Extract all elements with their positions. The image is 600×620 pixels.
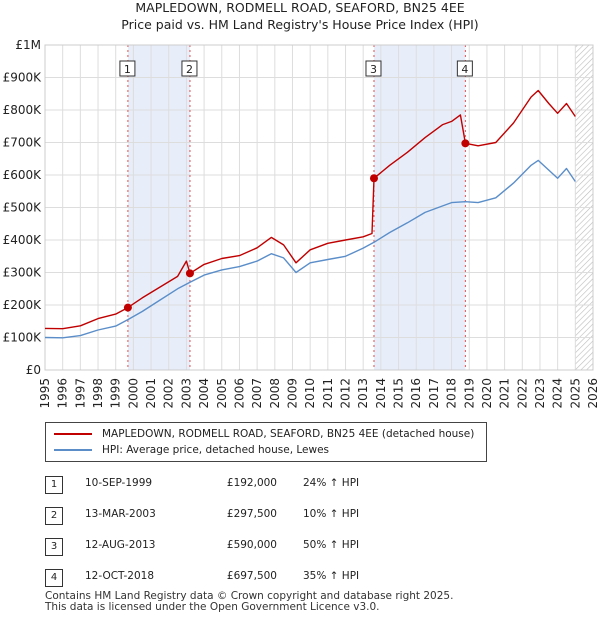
sale-price: £192,000 [226, 477, 277, 489]
x-tick-label-1999: 1999 [109, 378, 123, 409]
sale-number: 1 [45, 476, 63, 494]
legend-item-property: MAPLEDOWN, RODMELL ROAD, SEAFORD, BN25 4… [54, 426, 474, 442]
x-tick-label-2016: 2016 [409, 378, 423, 409]
x-tick-label-2011: 2011 [321, 378, 335, 409]
x-tick-label-2020: 2020 [480, 378, 494, 409]
x-tick-label-2004: 2004 [197, 378, 211, 409]
sale-label-box-4 [456, 60, 473, 77]
sale-number: 2 [45, 507, 63, 525]
legend-item-hpi: HPI: Average price, detached house, Lewe… [54, 442, 329, 458]
x-tick-label-1996: 1996 [56, 378, 70, 409]
x-tick-label-1997: 1997 [73, 378, 87, 409]
sale-price: £697,500 [226, 570, 277, 582]
legend-swatch-property [54, 433, 92, 435]
x-tick-label-2017: 2017 [427, 378, 441, 409]
x-tick-label-1998: 1998 [91, 378, 105, 409]
sale-label-box-2 [181, 60, 198, 77]
series-line-hpi [44, 159, 576, 339]
sale-price: £297,500 [226, 508, 277, 520]
y-tick-label-2: £200K [3, 298, 43, 312]
sale-date: 12-AUG-2013 [85, 539, 156, 551]
x-tick-label-2010: 2010 [303, 378, 317, 409]
sale-point-1 [123, 303, 132, 312]
y-tick-label-3: £300K [3, 266, 43, 280]
sale-label-2: 2 [186, 63, 193, 76]
x-tick-label-2008: 2008 [268, 378, 282, 409]
x-tick-label-2009: 2009 [285, 378, 299, 409]
x-tick-label-2019: 2019 [462, 378, 476, 409]
plot-frame [44, 44, 594, 371]
x-tick-label-2023: 2023 [533, 378, 547, 409]
y-tick-label-4: £400K [3, 233, 43, 247]
y-tick-label-7: £700K [3, 136, 43, 150]
x-tick-label-2021: 2021 [498, 378, 512, 409]
legend: MAPLEDOWN, RODMELL ROAD, SEAFORD, BN25 4… [45, 422, 487, 462]
x-tick-label-2012: 2012 [339, 378, 353, 409]
y-tick-label-5: £500K [3, 201, 43, 215]
sale-price: £590,000 [226, 539, 277, 551]
sale-hpi-change: 50% ↑ HPI [303, 539, 360, 551]
price-chart: £0 £100K £200K £300K £400K £500K £600K £700K £80… [3, 38, 600, 409]
x-tick-label-2025: 2025 [568, 378, 582, 409]
sale-label-3: 3 [370, 63, 377, 76]
footer: Contains HM Land Registry data © Crown c… [45, 591, 453, 613]
legend-label-property: MAPLEDOWN, RODMELL ROAD, SEAFORD, BN25 4… [102, 428, 475, 440]
sale-date: 13-MAR-2003 [85, 508, 156, 520]
x-tick-label-2003: 2003 [179, 378, 193, 409]
x-tick-label-2007: 2007 [250, 378, 264, 409]
sale-number: 3 [45, 538, 63, 556]
chart-title: MAPLEDOWN, RODMELL ROAD, SEAFORD, BN25 4… [135, 0, 465, 15]
x-tick-label-2024: 2024 [551, 378, 565, 409]
sale-point-4 [461, 139, 470, 148]
x-tick-label-2002: 2002 [162, 378, 176, 409]
footer-copyright: Contains HM Land Registry data © Crown c… [45, 590, 454, 602]
sale-label-box-1 [119, 60, 136, 77]
y-tick-label-8: £800K [3, 103, 43, 117]
x-tick-label-2006: 2006 [232, 378, 246, 409]
y-tick-label-9: £900K [3, 71, 43, 85]
chart-subtitle: Price paid vs. HM Land Registry's House … [121, 17, 479, 32]
footer-license: This data is licensed under the Open Gov… [45, 601, 380, 613]
sale-point-3 [369, 174, 378, 183]
y-tick-label-6: £600K [3, 168, 43, 182]
x-tick-label-2026: 2026 [586, 378, 600, 409]
y-tick-label-1: £100K [3, 331, 43, 345]
sale-label-4: 4 [461, 63, 468, 76]
x-tick-label-2005: 2005 [215, 378, 229, 409]
x-tick-label-2014: 2014 [374, 378, 388, 409]
sale-date: 12-OCT-2018 [85, 570, 154, 582]
y-tick-label-0: £0 [26, 363, 41, 377]
legend-swatch-hpi [54, 449, 92, 451]
x-tick-label-2022: 2022 [515, 378, 529, 409]
sale-label-1: 1 [124, 63, 131, 76]
x-tick-label-1995: 1995 [38, 378, 52, 409]
x-tick-label-2000: 2000 [126, 378, 140, 409]
sale-hpi-change: 35% ↑ HPI [303, 570, 360, 582]
sale-point-2 [185, 269, 194, 278]
x-tick-label-2015: 2015 [392, 378, 406, 409]
x-tick-label-2013: 2013 [356, 378, 370, 409]
sale-date: 10-SEP-1999 [85, 477, 153, 489]
sale-hpi-change: 24% ↑ HPI [303, 477, 360, 489]
sale-hpi-change: 10% ↑ HPI [303, 508, 360, 520]
y-tick-label-10: £1M [15, 38, 41, 52]
legend-label-hpi: HPI: Average price, detached house, Lewe… [102, 444, 330, 456]
sale-number: 4 [45, 569, 63, 587]
x-tick-label-2018: 2018 [445, 378, 459, 409]
sale-label-box-3 [365, 60, 382, 77]
series-line-property [44, 89, 576, 330]
x-tick-label-2001: 2001 [144, 378, 158, 409]
